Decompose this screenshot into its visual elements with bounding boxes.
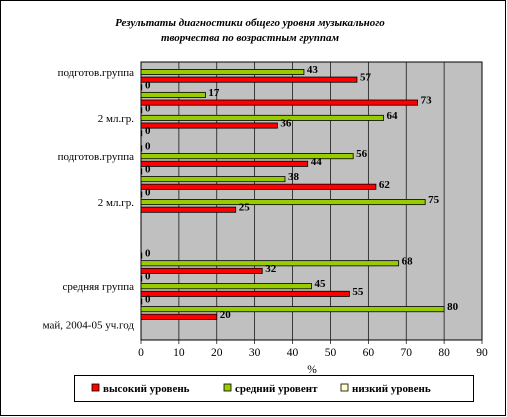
data-label: 32 xyxy=(265,263,277,275)
category-labels: подготов.группа 2 мл.гр. подготов.группа 2 … xyxy=(43,67,135,331)
chart-title-line-1: Результаты диагностики общего уровня муз… xyxy=(115,17,385,29)
x-tick-label: 90 xyxy=(476,347,488,359)
bar-high xyxy=(140,160,309,167)
data-label: 0 xyxy=(145,163,151,175)
data-label: 25 xyxy=(239,202,251,214)
legend-swatch-low xyxy=(340,383,349,392)
data-label: 0 xyxy=(145,186,151,198)
x-axis-ticks: 0 10 20 30 40 50 60 70 80 90 xyxy=(138,340,488,359)
data-label: 20 xyxy=(220,309,232,321)
x-tick-label: 60 xyxy=(363,347,375,359)
bar-high xyxy=(140,206,237,213)
bar-medium xyxy=(140,114,384,121)
x-tick-label: 30 xyxy=(249,347,261,359)
data-label: 0 xyxy=(145,248,151,260)
x-tick-label: 40 xyxy=(287,347,299,359)
bar-low xyxy=(140,191,143,198)
data-label: 57 xyxy=(360,72,372,84)
data-label: 0 xyxy=(145,125,151,137)
category-label: 2 мл.гр. xyxy=(98,197,134,209)
x-tick-label: 0 xyxy=(138,347,144,359)
bar-low xyxy=(140,107,143,114)
bar-medium xyxy=(140,283,312,290)
bar-low xyxy=(140,168,143,175)
bar-low xyxy=(140,252,143,259)
legend-swatch-high xyxy=(91,383,100,392)
bar-medium xyxy=(140,199,426,206)
bar-medium xyxy=(140,69,305,76)
category-label: май, 2004-05 уч.год xyxy=(43,319,135,331)
data-label: 64 xyxy=(386,110,398,122)
bar-low xyxy=(140,145,143,152)
data-label: 80 xyxy=(447,301,459,313)
bar-medium xyxy=(140,176,286,183)
category-label: подготов.группа xyxy=(58,151,135,163)
data-label: 0 xyxy=(145,294,151,306)
bar-high xyxy=(140,99,418,106)
category-label: подготов.группа xyxy=(58,67,135,79)
x-axis-label: % xyxy=(307,364,317,376)
data-label: 75 xyxy=(428,194,440,206)
data-label: 44 xyxy=(311,156,323,168)
data-label: 45 xyxy=(315,278,327,290)
legend-label-low: низкий уровень xyxy=(352,383,431,395)
bar-low xyxy=(140,298,143,305)
legend-swatch-medium xyxy=(223,383,232,392)
bar-high xyxy=(140,183,377,190)
x-tick-label: 50 xyxy=(325,347,337,359)
data-label: 56 xyxy=(356,148,368,160)
chart-title-line-2: творчества по возрастным группам xyxy=(161,32,340,44)
data-label: 17 xyxy=(208,87,220,99)
data-label: 0 xyxy=(145,102,151,114)
data-label: 43 xyxy=(307,64,319,76)
bar-high xyxy=(140,313,218,320)
data-label: 55 xyxy=(352,286,364,298)
bar-medium xyxy=(140,153,354,160)
x-tick-label: 10 xyxy=(173,347,185,359)
bars xyxy=(140,69,445,320)
bar-medium xyxy=(140,91,206,98)
data-label: 62 xyxy=(379,179,391,191)
legend-items: высокий уровень средний уровент низкий уро… xyxy=(91,383,431,395)
bar-low xyxy=(140,130,143,137)
data-label: 73 xyxy=(421,95,433,107)
bar-high xyxy=(140,122,278,129)
bar-low xyxy=(140,84,143,91)
x-tick-label: 70 xyxy=(400,347,412,359)
data-label: 36 xyxy=(280,118,292,130)
bar-high xyxy=(140,267,263,274)
data-label: 38 xyxy=(288,171,300,183)
data-label: 0 xyxy=(145,79,151,91)
category-label: средняя группа xyxy=(63,281,135,293)
bar-high xyxy=(140,290,350,297)
legend xyxy=(74,375,474,402)
x-tick-label: 20 xyxy=(211,347,223,359)
bar-high xyxy=(140,76,358,83)
bar-low xyxy=(140,275,143,282)
x-tick-label: 80 xyxy=(438,347,450,359)
category-label: 2 мл.гр. xyxy=(98,113,134,125)
legend-label-medium: средний уровент xyxy=(235,383,318,395)
data-label: 0 xyxy=(145,271,151,283)
data-label: 0 xyxy=(145,141,151,153)
data-label: 68 xyxy=(402,255,414,267)
bar-medium xyxy=(140,306,445,313)
bar-medium xyxy=(140,260,400,267)
value-labels: 43 57 0 17 73 0 64 36 0 0 56 44 0 38 62 0 75 25 0 68 32 0 45 55… xyxy=(145,64,459,321)
legend-label-high: высокий уровень xyxy=(103,383,190,395)
